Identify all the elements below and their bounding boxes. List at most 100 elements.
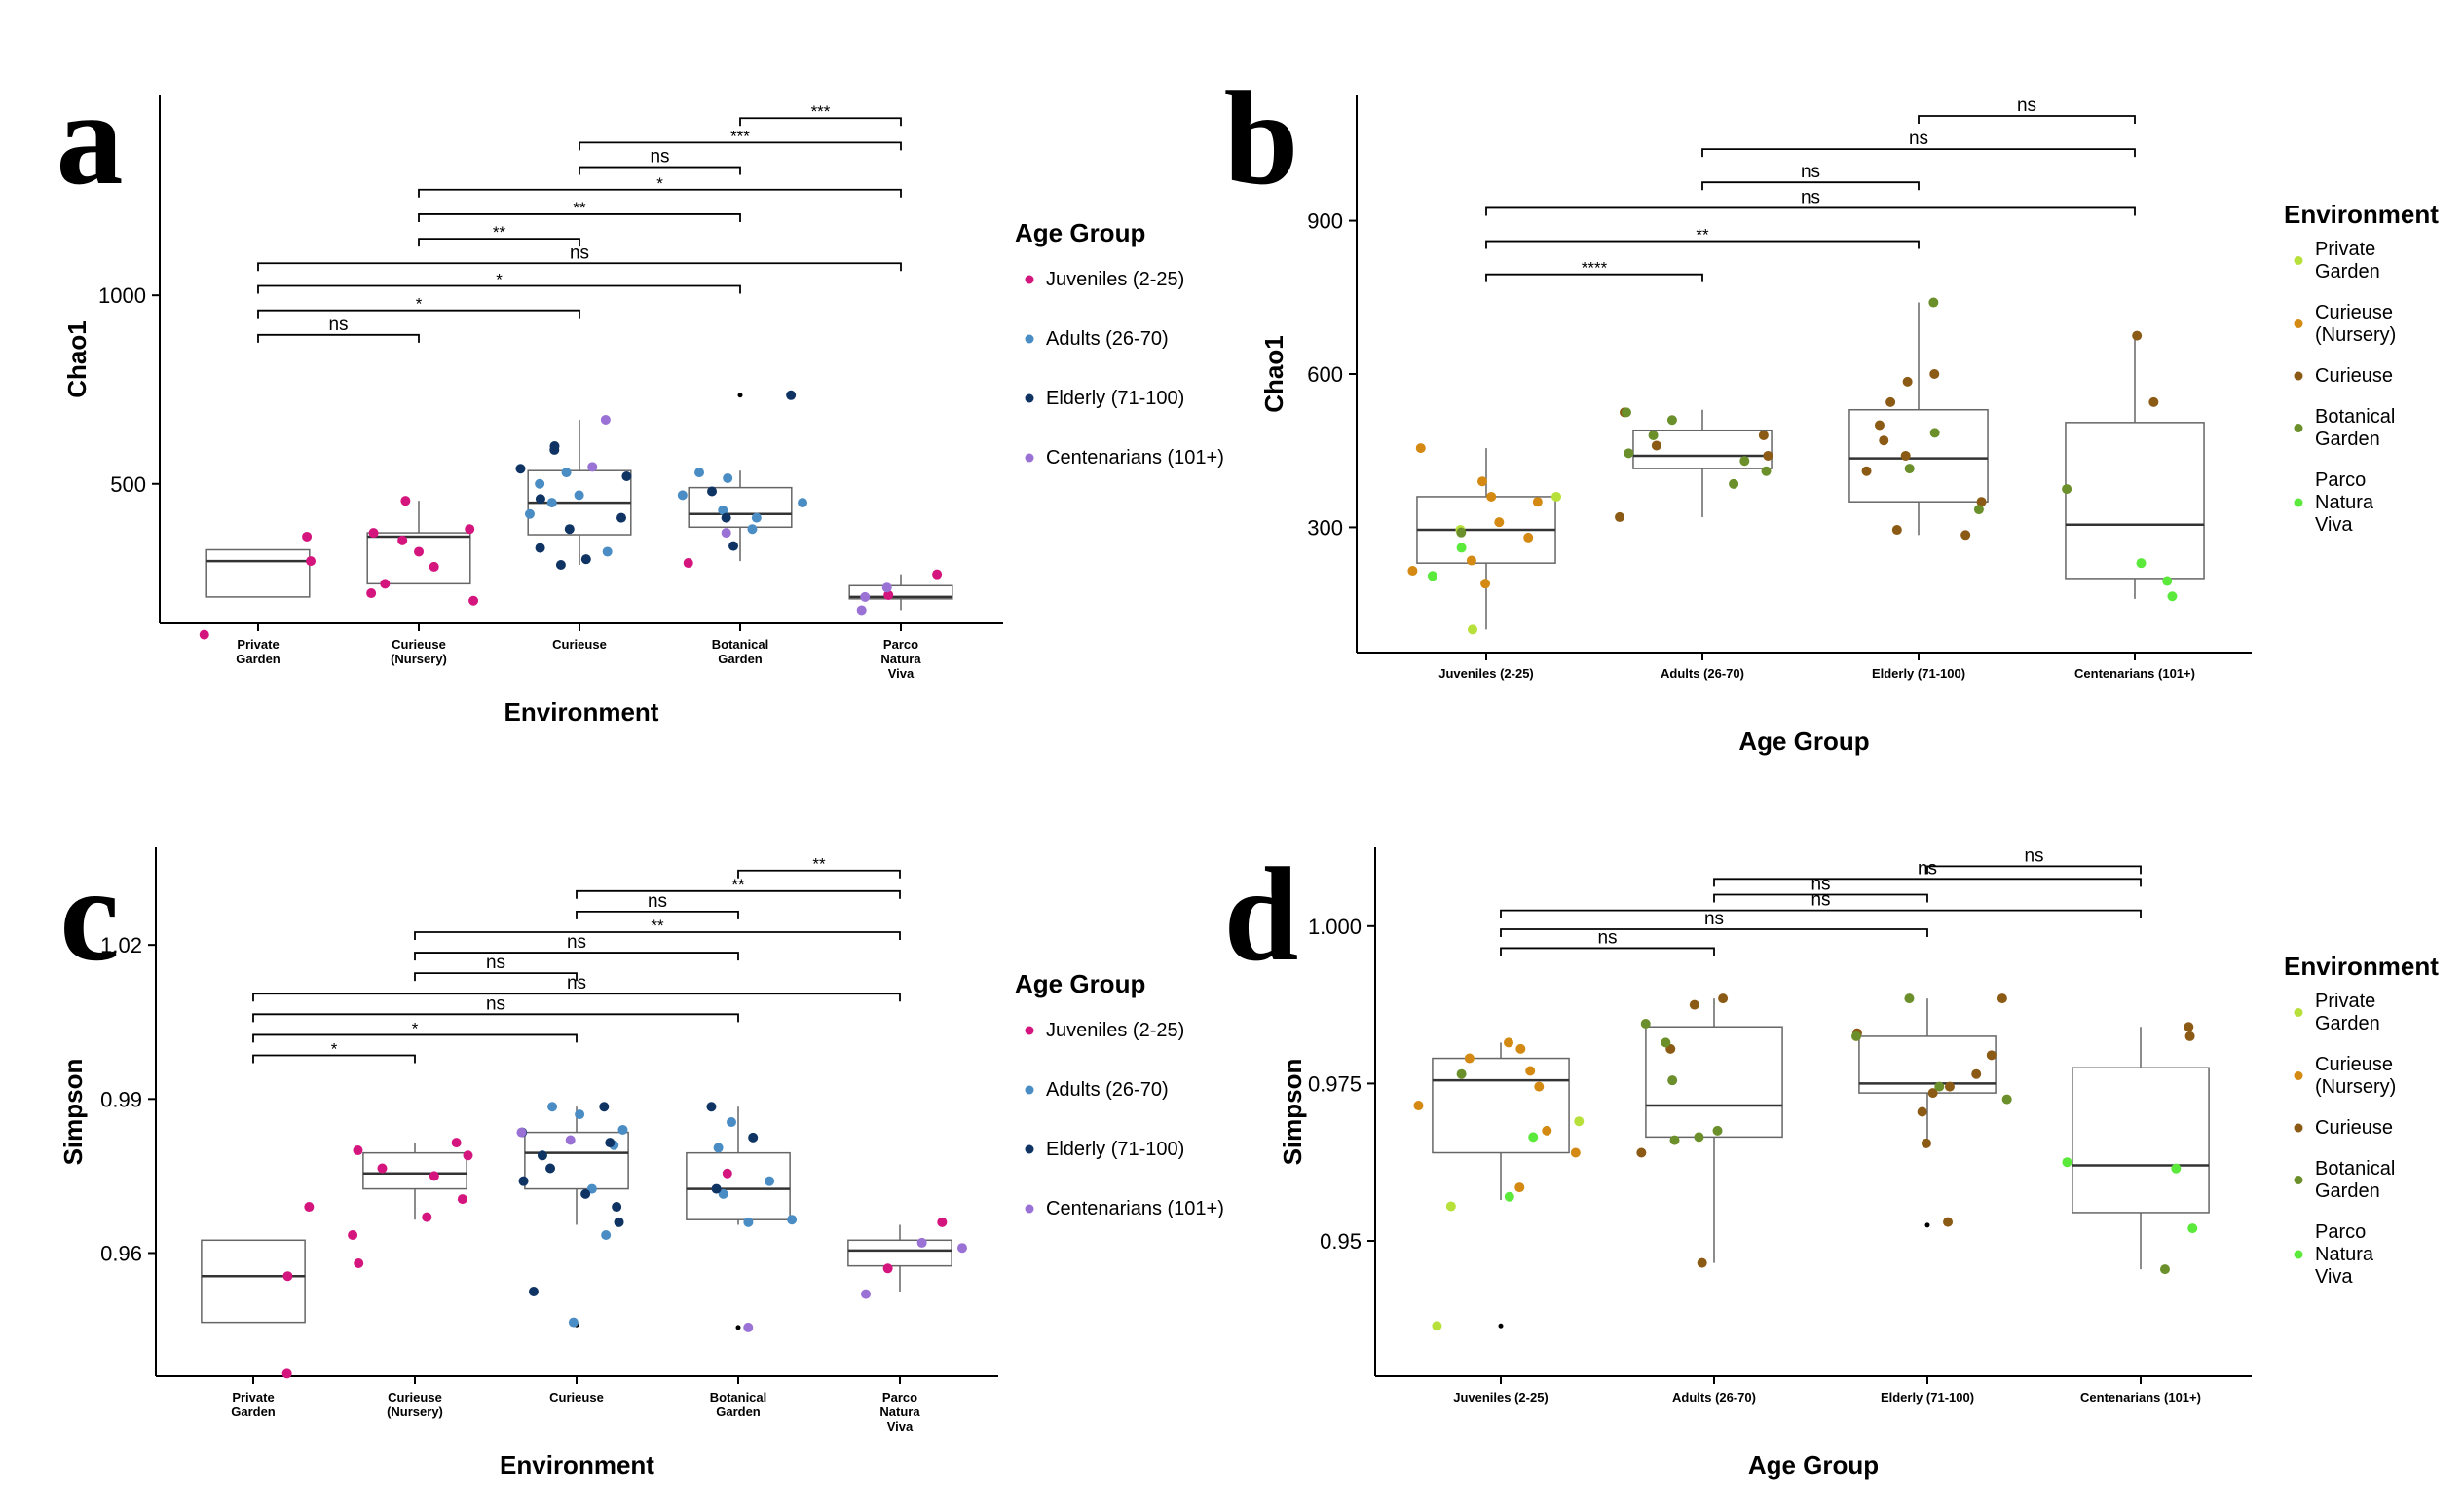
bracket-line (257, 333, 420, 343)
box-iqr (366, 532, 471, 585)
data-point (747, 524, 758, 535)
data-point (302, 531, 313, 542)
x-tick-label: Private (237, 637, 279, 652)
legend-label: Elderly (71-100) (1046, 388, 1184, 409)
legend-label: Centenarians (101+) (1046, 447, 1224, 468)
bracket-label: * (416, 295, 423, 314)
box-iqr (848, 584, 953, 600)
data-point (561, 468, 572, 478)
data-point (366, 588, 377, 599)
data-point (429, 561, 439, 572)
bracket-label: * (656, 174, 663, 193)
data-point (721, 528, 731, 539)
legend-title: Age Group (1015, 218, 1145, 247)
bracket-line (418, 213, 741, 222)
data-point (555, 559, 566, 570)
data-point (723, 472, 733, 483)
legend-swatch (1025, 453, 1034, 463)
bracket-label: ** (493, 223, 506, 242)
data-point (587, 462, 598, 472)
x-tick-label: Parco (883, 637, 918, 652)
y-tick-label: 500 (110, 472, 146, 497)
bracket-label: * (496, 271, 503, 289)
data-point (786, 390, 797, 400)
data-point (465, 524, 475, 535)
data-point (535, 494, 545, 505)
significance-bracket: ** (418, 199, 741, 222)
x-tick-label: Curieuse (552, 637, 607, 652)
legend-item: Juveniles (2-25) (1025, 269, 1184, 290)
y-axis-title: Chao1 (62, 320, 92, 397)
x-tick-label: (Nursery) (391, 652, 447, 666)
bracket-line (257, 262, 902, 272)
data-point (414, 546, 425, 557)
bracket-line (579, 141, 902, 151)
significance-bracket: * (418, 174, 902, 198)
bracket-label: ** (573, 199, 586, 217)
data-point (860, 591, 871, 602)
legend-label: Adults (26-70) (1046, 328, 1169, 350)
bracket-line (418, 188, 902, 198)
data-point (881, 582, 892, 593)
significance-bracket: *** (579, 127, 902, 151)
x-axis-title: Environment (504, 697, 659, 727)
data-point (616, 512, 627, 523)
data-point (397, 535, 408, 545)
boxplot-0 (205, 548, 311, 598)
significance-bracket: * (257, 271, 741, 294)
data-point (728, 541, 739, 551)
bracket-line (739, 117, 902, 127)
data-point (751, 512, 762, 523)
boxplot-2 (527, 419, 632, 565)
data-point (932, 569, 943, 580)
data-point (400, 496, 411, 506)
data-point (580, 554, 591, 565)
x-tick-label: Viva (888, 666, 915, 681)
data-point (535, 543, 545, 553)
significance-bracket: ns (257, 315, 420, 343)
y-tick-label: 1000 (98, 283, 146, 308)
data-point (856, 605, 867, 616)
x-tick-label: Garden (718, 652, 763, 666)
data-point (574, 490, 584, 501)
legend-swatch (1025, 334, 1034, 344)
bracket-line (418, 238, 580, 247)
box-iqr (205, 548, 311, 598)
data-point (677, 490, 688, 501)
data-point (524, 508, 535, 519)
data-point (694, 468, 705, 478)
data-point (600, 414, 611, 425)
significance-bracket: ns (579, 147, 741, 175)
significance-bracket: * (257, 295, 580, 319)
bracket-line (579, 166, 741, 175)
data-point (549, 444, 560, 455)
outlier-point (737, 393, 743, 398)
data-point (515, 464, 526, 474)
data-point (683, 558, 693, 569)
legend-item: Centenarians (101+) (1025, 447, 1224, 468)
bracket-label: ns (650, 147, 669, 168)
boxplot-3 (688, 470, 793, 562)
legend-item: Adults (26-70) (1025, 328, 1169, 350)
significance-bracket: *** (739, 102, 902, 127)
x-tick-label: Botanical (712, 637, 769, 652)
data-point (621, 471, 632, 482)
legend-swatch (1025, 275, 1034, 284)
bracket-line (257, 309, 580, 319)
data-point (306, 556, 317, 567)
significance-bracket: ns (257, 243, 902, 272)
boxplot-1 (366, 501, 471, 585)
panel-letter-a: a (56, 63, 124, 212)
data-point (564, 524, 575, 535)
data-point (707, 486, 718, 497)
data-point (546, 498, 557, 508)
data-point (199, 629, 209, 640)
bracket-label: ns (570, 243, 589, 263)
bracket-line (257, 284, 741, 294)
bracket-label: ns (328, 315, 348, 335)
data-point (535, 478, 545, 489)
data-point (468, 595, 479, 606)
bracket-label: *** (811, 102, 831, 121)
legend-swatch (1025, 393, 1034, 403)
